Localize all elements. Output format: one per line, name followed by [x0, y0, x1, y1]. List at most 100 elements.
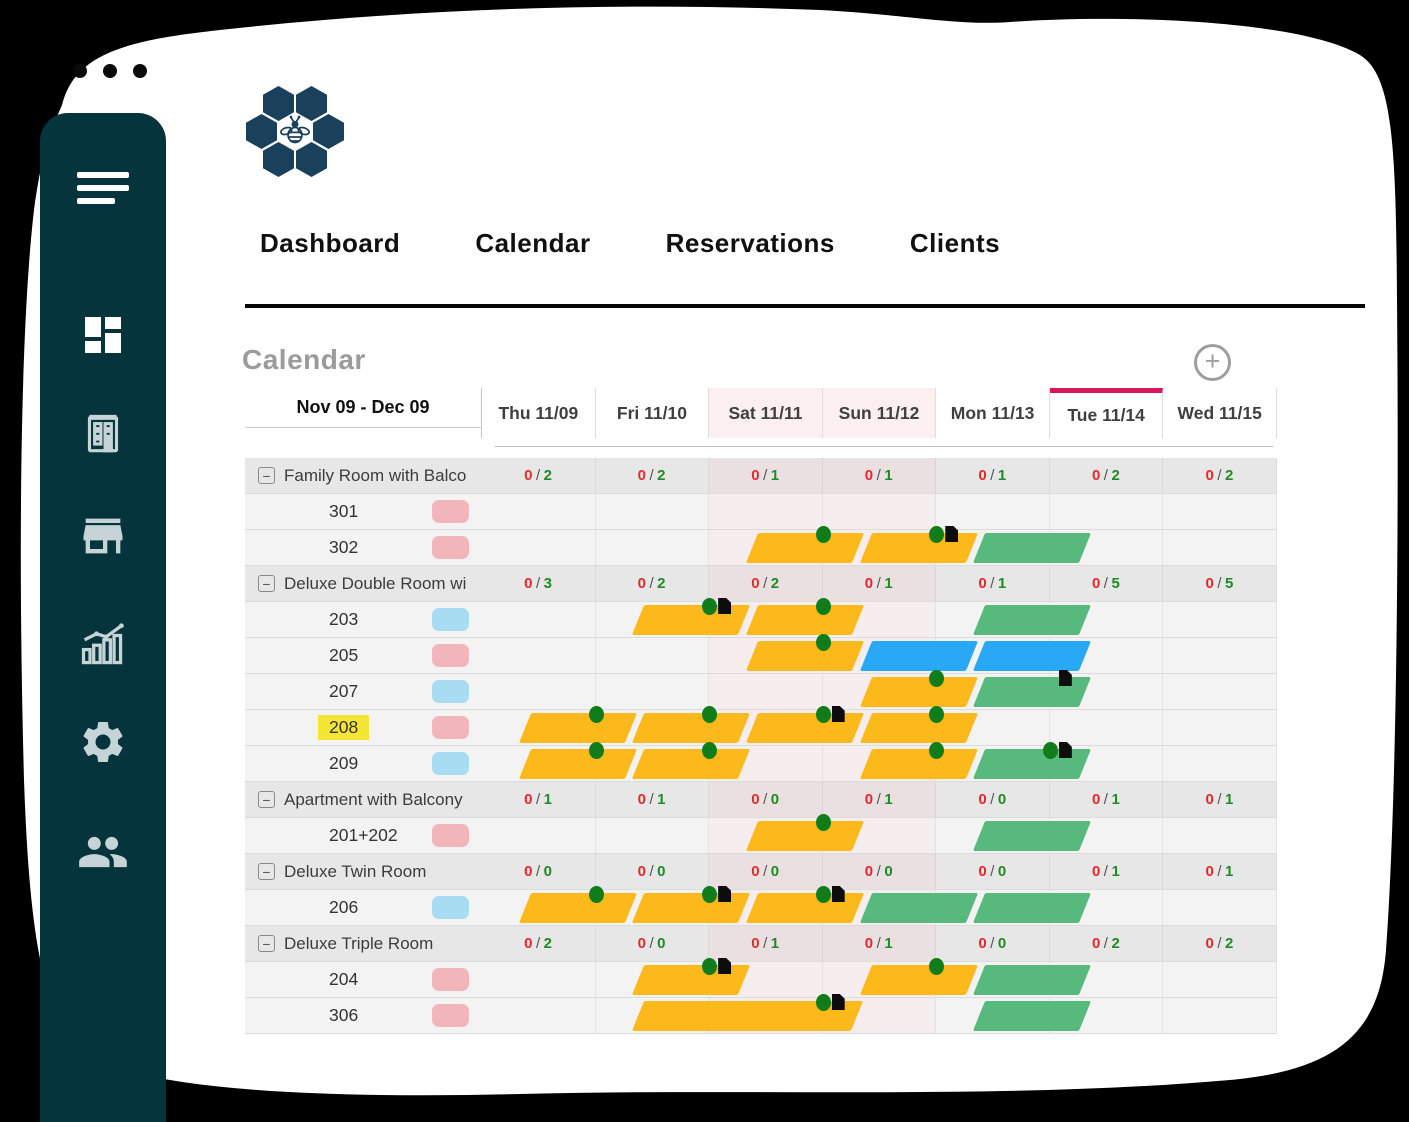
collapse-icon[interactable]: −	[258, 863, 275, 880]
users-icon[interactable]	[76, 825, 130, 879]
calendar-cell[interactable]: 0/2	[482, 926, 596, 961]
calendar-cell[interactable]	[482, 818, 596, 853]
calendar-cell[interactable]: 0/0	[482, 854, 596, 889]
calendar-cell[interactable]: 0/0	[936, 782, 1050, 817]
calendar-cell[interactable]: 0/1	[1050, 854, 1164, 889]
calendar-cell[interactable]: 0/0	[709, 854, 823, 889]
day-header-wed-11-15[interactable]: Wed 11/15	[1163, 388, 1277, 438]
calendar-cell[interactable]: 0/1	[596, 782, 710, 817]
calendar-cell[interactable]: 0/1	[482, 782, 596, 817]
calendar-cell[interactable]: 0/2	[596, 566, 710, 601]
room-label-205[interactable]: 205	[245, 638, 482, 673]
calendar-cell[interactable]: 0/1	[822, 458, 937, 493]
calendar-cell[interactable]: 0/5	[1050, 566, 1164, 601]
booking-bar-green[interactable]	[859, 893, 978, 923]
booking-bar-green[interactable]	[973, 677, 1091, 707]
calendar-cell[interactable]	[1163, 710, 1277, 745]
booking-bar-yellow[interactable]	[518, 749, 637, 779]
booking-bar-yellow[interactable]	[632, 605, 751, 635]
collapse-icon[interactable]: −	[258, 467, 275, 484]
booking-bar-yellow[interactable]	[518, 893, 637, 923]
calendar-cell[interactable]	[1050, 710, 1164, 745]
calendar-cell[interactable]	[1050, 890, 1164, 925]
calendar-cell[interactable]	[482, 494, 596, 529]
calendar-cell[interactable]	[1050, 818, 1164, 853]
calendar-cell[interactable]: 0/1	[936, 458, 1050, 493]
room-type-label-deluxe-twin-room[interactable]: − Deluxe Twin Room	[245, 854, 482, 889]
room-type-label-deluxe-double-room-wi[interactable]: − Deluxe Double Room wi	[245, 566, 482, 601]
calendar-cell[interactable]	[482, 674, 596, 709]
calendar-cell[interactable]: 0/0	[709, 782, 823, 817]
calendar-cell[interactable]: 0/2	[596, 458, 710, 493]
calendar-cell[interactable]	[936, 494, 1050, 529]
storefront-icon[interactable]	[76, 509, 130, 563]
calendar-cell[interactable]	[1163, 998, 1277, 1033]
calendar-cell[interactable]: 0/2	[1050, 458, 1164, 493]
booking-bar-blue[interactable]	[973, 641, 1091, 671]
calendar-cell[interactable]: 0/3	[482, 566, 596, 601]
booking-bar-yellow[interactable]	[745, 533, 864, 563]
booking-bar-yellow[interactable]	[745, 821, 864, 851]
room-type-label-apartment-with-balcony[interactable]: − Apartment with Balcony	[245, 782, 482, 817]
calendar-cell[interactable]: 0/0	[596, 926, 710, 961]
calendar-cell[interactable]	[1050, 746, 1164, 781]
booking-bar-yellow[interactable]	[745, 893, 864, 923]
calendar-cell[interactable]: 0/2	[1163, 458, 1277, 493]
calendar-cell[interactable]	[1163, 674, 1277, 709]
calendar-cell[interactable]: 0/2	[709, 566, 823, 601]
calendar-cell[interactable]	[1163, 746, 1277, 781]
booking-bar-yellow[interactable]	[632, 893, 751, 923]
calendar-cell[interactable]: 0/1	[709, 458, 823, 493]
day-header-thu-11-09[interactable]: Thu 11/09	[482, 388, 596, 438]
collapse-icon[interactable]: −	[258, 575, 275, 592]
room-label-301[interactable]: 301	[245, 494, 482, 529]
calendar-cell[interactable]: 0/1	[822, 782, 937, 817]
booking-bar-yellow[interactable]	[859, 713, 978, 743]
calendar-cell[interactable]	[596, 530, 710, 565]
booking-bar-green[interactable]	[973, 533, 1091, 563]
booking-bar-yellow[interactable]	[745, 605, 864, 635]
booking-bar-yellow[interactable]	[859, 965, 978, 995]
room-label-209[interactable]: 209	[245, 746, 482, 781]
calendar-cell[interactable]	[482, 962, 596, 997]
room-label-203[interactable]: 203	[245, 602, 482, 637]
collapse-icon[interactable]: −	[258, 935, 275, 952]
booking-bar-yellow[interactable]	[632, 749, 751, 779]
calendar-cell[interactable]: 0/2	[482, 458, 596, 493]
calendar-cell[interactable]	[482, 638, 596, 673]
calendar-cell[interactable]	[1050, 998, 1164, 1033]
hotel-icon[interactable]	[76, 406, 130, 460]
room-label-306[interactable]: 306	[245, 998, 482, 1033]
calendar-cell[interactable]	[1163, 890, 1277, 925]
calendar-cell[interactable]	[596, 818, 710, 853]
booking-bar-yellow[interactable]	[745, 713, 864, 743]
calendar-cell[interactable]: 0/0	[936, 854, 1050, 889]
room-label-201-202[interactable]: 201+202	[245, 818, 482, 853]
booking-bar-green[interactable]	[973, 821, 1091, 851]
nav-item-clients[interactable]: Clients	[909, 228, 1001, 258]
calendar-cell[interactable]	[709, 674, 823, 709]
calendar-cell[interactable]: 0/1	[936, 566, 1050, 601]
room-label-204[interactable]: 204	[245, 962, 482, 997]
booking-bar-green[interactable]	[973, 893, 1091, 923]
calendar-cell[interactable]	[1163, 638, 1277, 673]
booking-bar-yellow[interactable]	[859, 533, 978, 563]
room-type-label-deluxe-triple-room[interactable]: − Deluxe Triple Room	[245, 926, 482, 961]
nav-item-reservations[interactable]: Reservations	[665, 228, 835, 258]
day-header-tue-11-14[interactable]: Tue 11/14	[1049, 388, 1164, 438]
calendar-cell[interactable]: 0/0	[936, 926, 1050, 961]
room-type-label-family-room-with-balco[interactable]: − Family Room with Balco	[245, 458, 482, 493]
calendar-cell[interactable]	[1163, 602, 1277, 637]
calendar-cell[interactable]	[482, 602, 596, 637]
calendar-cell[interactable]	[482, 998, 596, 1033]
room-label-208[interactable]: 208	[245, 710, 482, 745]
calendar-cell[interactable]: 0/1	[1163, 854, 1277, 889]
collapse-icon[interactable]: −	[258, 791, 275, 808]
calendar-cell[interactable]	[1050, 530, 1164, 565]
booking-bar-yellow[interactable]	[859, 749, 978, 779]
settings-icon[interactable]	[76, 715, 130, 769]
calendar-cell[interactable]	[936, 710, 1050, 745]
calendar-cell[interactable]	[482, 530, 596, 565]
analytics-icon[interactable]	[76, 615, 130, 669]
calendar-cell[interactable]	[1050, 494, 1164, 529]
